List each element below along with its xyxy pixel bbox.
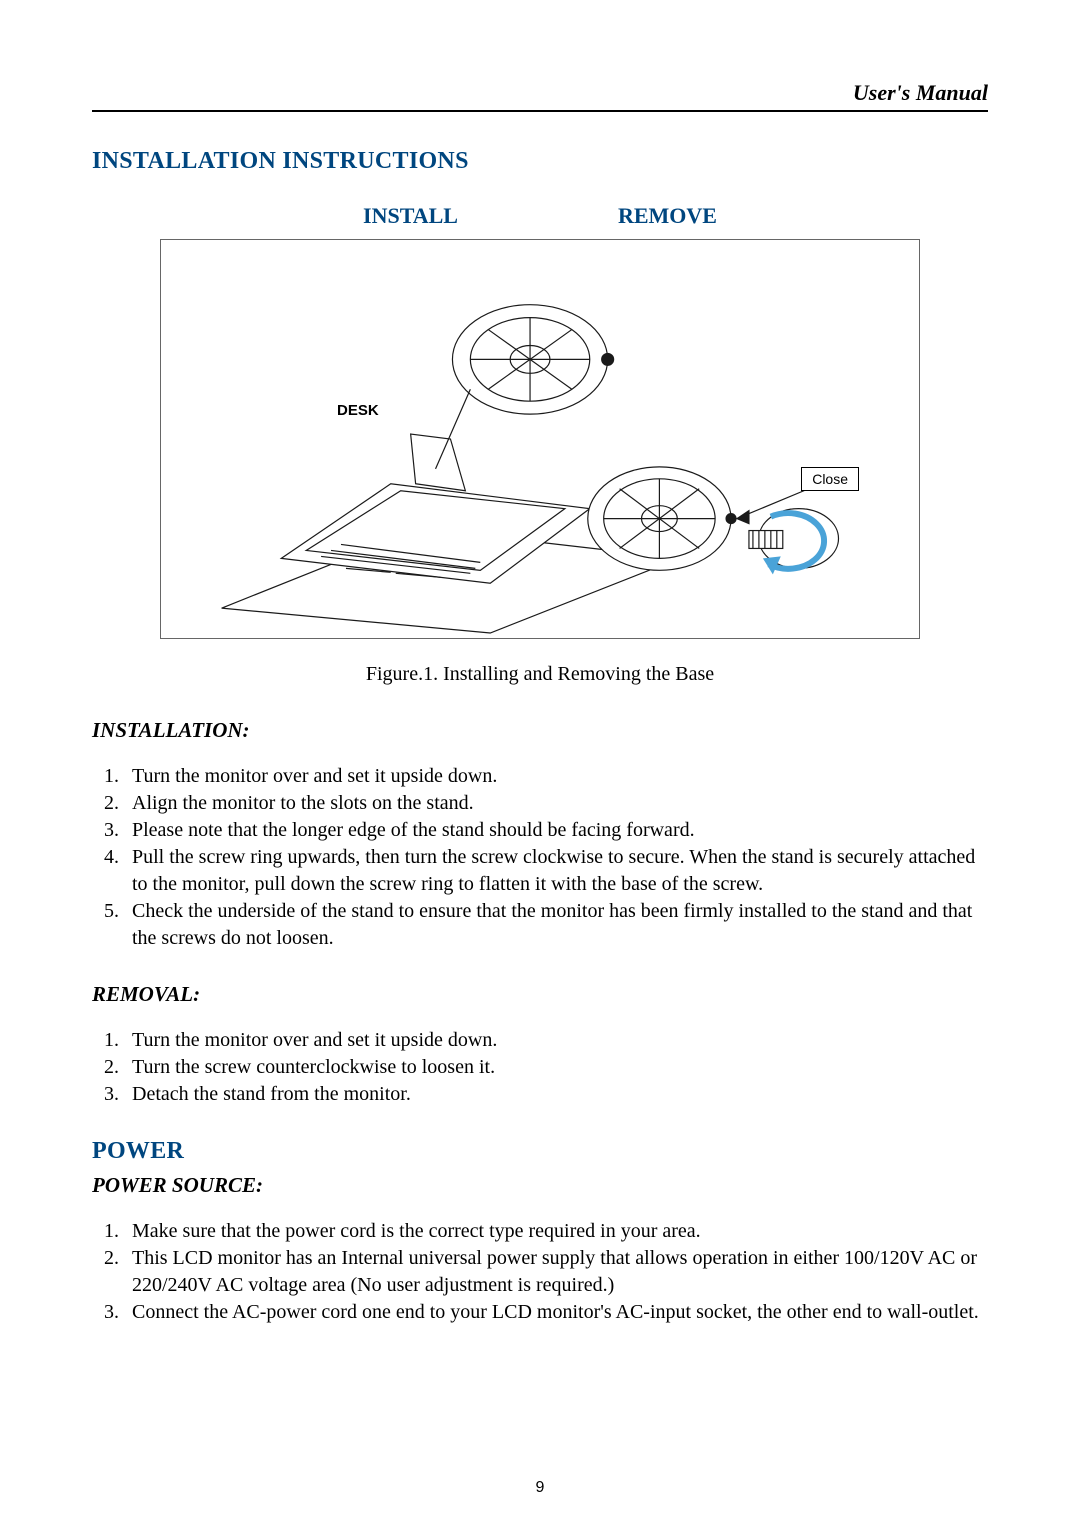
power-heading: POWER — [92, 1138, 988, 1165]
list-item: Turn the monitor over and set it upside … — [124, 1027, 988, 1054]
power-source-subheading: POWER SOURCE: — [92, 1173, 988, 1198]
figure-labels-row: INSTALL REMOVE — [92, 203, 988, 229]
figure-svg — [161, 240, 919, 638]
list-item: Turn the screw counterclockwise to loose… — [124, 1054, 988, 1081]
list-item: Align the monitor to the slots on the st… — [124, 790, 988, 817]
figure-diagram: DESK Close — [160, 239, 920, 639]
power-source-steps: Make sure that the power cord is the cor… — [124, 1218, 988, 1326]
list-item: Pull the screw ring upwards, then turn t… — [124, 844, 988, 898]
list-item: Check the underside of the stand to ensu… — [124, 898, 988, 952]
installation-subheading: INSTALLATION: — [92, 718, 988, 743]
figure-label-remove: REMOVE — [618, 203, 717, 229]
list-item: Make sure that the power cord is the cor… — [124, 1218, 988, 1245]
list-item: Connect the AC-power cord one end to you… — [124, 1299, 988, 1326]
figure-desk-label: DESK — [337, 402, 379, 419]
list-item: Turn the monitor over and set it upside … — [124, 763, 988, 790]
page: User's Manual INSTALLATION INSTRUCTIONS … — [0, 0, 1080, 1396]
header-title: User's Manual — [853, 80, 988, 106]
installation-instructions-heading: INSTALLATION INSTRUCTIONS — [92, 148, 988, 175]
figure-close-label: Close — [801, 467, 859, 491]
list-item: This LCD monitor has an Internal univers… — [124, 1245, 988, 1299]
figure-caption: Figure.1. Installing and Removing the Ba… — [92, 663, 988, 686]
list-item: Please note that the longer edge of the … — [124, 817, 988, 844]
removal-steps: Turn the monitor over and set it upside … — [124, 1027, 988, 1108]
installation-steps: Turn the monitor over and set it upside … — [124, 763, 988, 952]
figure-label-install: INSTALL — [363, 203, 458, 229]
list-item: Detach the stand from the monitor. — [124, 1081, 988, 1108]
header: User's Manual — [92, 80, 988, 112]
page-number: 9 — [0, 1479, 1080, 1497]
removal-subheading: REMOVAL: — [92, 982, 988, 1007]
